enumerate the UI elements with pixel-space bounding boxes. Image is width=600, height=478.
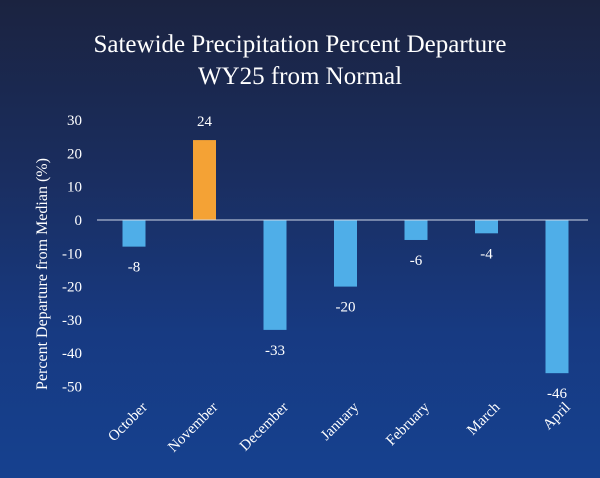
- y-tick-label: 0: [75, 213, 83, 229]
- data-label-october: -8: [128, 260, 141, 276]
- data-label-february: -6: [410, 253, 423, 269]
- y-tick-label: -50: [62, 380, 82, 396]
- y-axis-label: Percent Departure from Median (%): [34, 158, 51, 390]
- x-tick-label-january: January: [318, 399, 363, 444]
- bar-december: [263, 220, 287, 330]
- y-tick-label: -30: [62, 313, 82, 329]
- bar-february: [404, 220, 428, 240]
- y-tick-label: 10: [67, 180, 82, 196]
- bars: [122, 140, 569, 374]
- x-tick-label-october: October: [105, 400, 150, 445]
- y-tick-label: 30: [67, 113, 82, 129]
- x-tick-label-april: April: [540, 400, 574, 434]
- y-tick-label: -20: [62, 280, 82, 296]
- y-tick-label: -40: [62, 346, 82, 362]
- bar-january: [334, 220, 357, 287]
- bar-march: [475, 220, 498, 234]
- x-tick-label-november: November: [165, 400, 221, 456]
- x-tick-label-december: December: [237, 400, 292, 455]
- y-tick-label: -10: [62, 246, 82, 262]
- y-tick-label: 20: [67, 146, 82, 162]
- chart-title-line-1: Satewide Precipitation Percent Departure: [93, 31, 507, 58]
- x-tick-label-february: February: [383, 399, 433, 449]
- data-labels: -8 24 -33 -20 -6 -4 -46: [128, 114, 568, 402]
- data-label-march: -4: [480, 246, 493, 262]
- chart-title-line-2: WY25 from Normal: [197, 63, 403, 90]
- x-tick-label-march: March: [464, 399, 503, 438]
- data-label-april: -46: [547, 386, 567, 402]
- data-label-november: 24: [197, 114, 213, 130]
- x-axis-ticks: October November December January February Ma…: [105, 399, 573, 455]
- data-label-december: -33: [265, 343, 285, 359]
- bar-october: [122, 220, 146, 247]
- data-label-january: -20: [336, 300, 356, 316]
- y-axis-ticks: 30 20 10 0 -10 -20 -30 -40 -50: [62, 113, 82, 395]
- bar-april: [545, 220, 569, 374]
- bar-november: [193, 140, 216, 220]
